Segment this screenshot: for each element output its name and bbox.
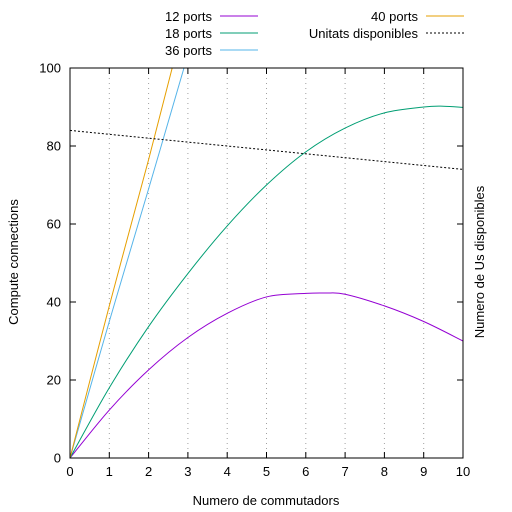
x-tick-label: 1 (106, 464, 113, 479)
x-tick-label: 8 (381, 464, 388, 479)
y2-axis-label: Numero de Us disponibles (472, 185, 487, 338)
series-line-36-ports (70, 68, 184, 458)
legend-label: 12 ports (165, 9, 212, 24)
y-tick-label: 100 (39, 61, 61, 76)
y-tick-label: 60 (47, 217, 61, 232)
y-tick-label: 40 (47, 295, 61, 310)
legend-label: 18 ports (165, 26, 212, 41)
legend-label: 36 ports (165, 43, 212, 58)
x-tick-label: 3 (184, 464, 191, 479)
grid-lines (109, 68, 423, 458)
legend-label: Unitats disponibles (309, 26, 419, 41)
x-tick-label: 7 (341, 464, 348, 479)
x-tick-label: 10 (456, 464, 470, 479)
y-tick-label: 80 (47, 139, 61, 154)
x-axis-label: Numero de commutadors (193, 493, 340, 508)
x-tick-label: 5 (263, 464, 270, 479)
x-tick-label: 2 (145, 464, 152, 479)
series-line-40-ports (70, 68, 172, 458)
y-tick-label: 0 (54, 451, 61, 466)
x-tick-label: 6 (302, 464, 309, 479)
y-axis-label: Compute connections (6, 199, 21, 325)
x-tick-label: 9 (420, 464, 427, 479)
x-tick-label: 4 (224, 464, 231, 479)
legend-label: 40 ports (371, 9, 418, 24)
legend: 12 ports 18 ports 36 ports 40 ports Unitats … (165, 9, 464, 58)
y-tick-label: 20 (47, 373, 61, 388)
x-tick-label: 0 (66, 464, 73, 479)
